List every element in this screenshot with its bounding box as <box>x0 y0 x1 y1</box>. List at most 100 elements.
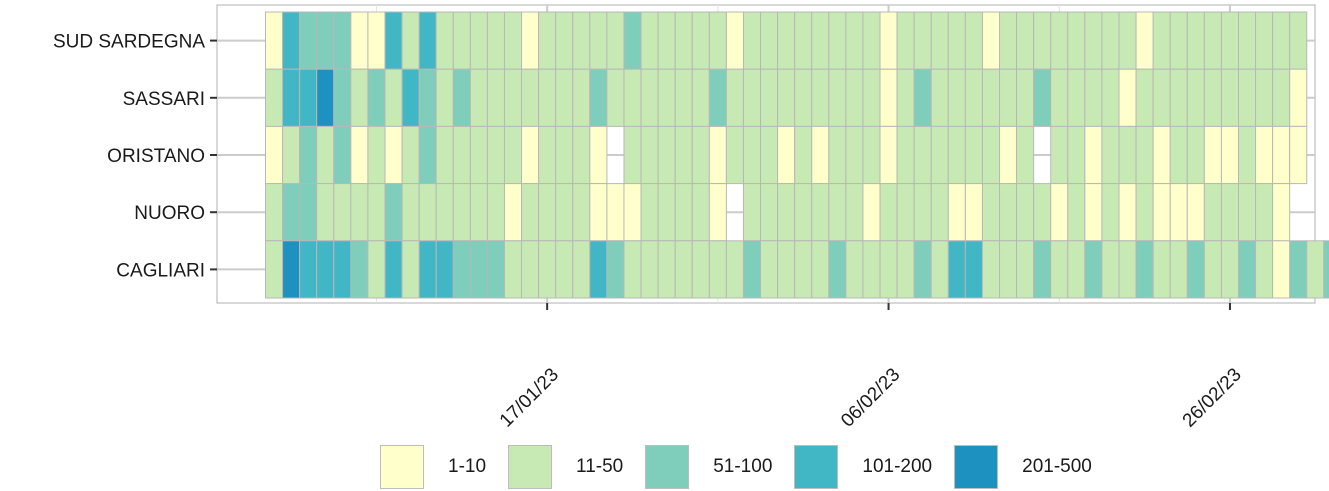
heatmap-cell <box>503 11 523 70</box>
heatmap-cell <box>947 183 966 242</box>
x-axis: 17/01/23 06/02/23 26/02/23 <box>496 303 1246 432</box>
heatmap-cell <box>521 11 540 70</box>
heatmap-cell <box>350 240 369 299</box>
heatmap-cell <box>1237 183 1257 242</box>
heatmap-cell <box>1186 183 1205 242</box>
heatmap-cell <box>1118 125 1137 185</box>
heatmap-cell <box>401 183 420 242</box>
heatmap-cell <box>333 183 352 242</box>
heatmap-cell <box>964 183 983 242</box>
heatmap-cell <box>316 240 335 299</box>
heatmap-cell <box>555 240 574 299</box>
heatmap-cell <box>947 240 966 299</box>
heatmap-cell <box>435 183 454 242</box>
heatmap-cell <box>401 240 420 299</box>
heatmap-cell <box>350 183 369 242</box>
heatmap-cell <box>708 11 727 70</box>
heatmap-cell <box>1203 240 1222 299</box>
heatmap-cell <box>691 183 710 242</box>
heatmap-cell <box>674 125 693 185</box>
heatmap-cell <box>384 68 403 127</box>
heatmap-cell <box>708 183 727 242</box>
heatmap-cell <box>845 240 864 299</box>
heatmap-cell <box>299 183 318 242</box>
heatmap-cell <box>1220 68 1239 127</box>
heatmap-cell <box>486 68 505 127</box>
heatmap-cell <box>708 240 727 299</box>
y-tick-label: ORISTANO <box>107 146 205 167</box>
heatmap-cell <box>367 183 386 242</box>
heatmap-cell <box>896 11 915 70</box>
heatmap-cell <box>1067 125 1086 185</box>
heatmap-cell <box>469 68 488 127</box>
heatmap-cell <box>777 125 796 185</box>
y-tick-label: CAGLIARI <box>116 260 205 281</box>
heatmap-cell <box>879 11 898 70</box>
heatmap-cell <box>845 68 864 127</box>
heatmap-cell <box>299 125 318 185</box>
heatmap-cell <box>1186 68 1205 127</box>
heatmap-cell <box>760 68 779 127</box>
heatmap-cell <box>896 240 915 299</box>
heatmap-cell <box>401 125 420 185</box>
legend-key <box>645 445 690 489</box>
legend-item: 201-500 <box>954 445 1092 489</box>
heatmap-cell <box>794 11 813 70</box>
heatmap-cell <box>828 125 847 185</box>
heatmap-cell <box>1084 183 1103 242</box>
heatmap-cell <box>760 183 779 242</box>
heatmap-cell <box>708 125 727 185</box>
heatmap-cell <box>350 11 369 70</box>
heatmap-cell <box>623 68 642 127</box>
heatmap-cell <box>1067 240 1086 299</box>
heatmap-cell <box>265 68 284 127</box>
heatmap-cell <box>1135 11 1154 70</box>
heatmap-cell <box>265 125 284 185</box>
heatmap-cell <box>930 183 949 242</box>
heatmap-cell <box>879 183 898 242</box>
heatmap-cell <box>367 125 386 185</box>
heatmap-cell <box>538 240 557 299</box>
heatmap-cell <box>265 183 284 242</box>
heatmap-cell <box>999 68 1018 127</box>
heatmap-cell <box>1084 11 1103 70</box>
heatmap-cell <box>879 68 898 127</box>
heatmap-cell <box>316 125 335 185</box>
heatmap-cell <box>452 68 471 127</box>
heatmap-cell <box>521 125 540 185</box>
heatmap-cell <box>862 240 881 299</box>
heatmap-cell <box>1101 240 1120 299</box>
heatmap-cell <box>725 68 744 127</box>
heatmap-cell <box>1272 183 1291 242</box>
heatmap-cell <box>1152 11 1171 70</box>
heatmap-cell <box>999 240 1018 299</box>
heatmap-cell <box>606 11 625 70</box>
legend-label: 1-10 <box>448 456 487 477</box>
heatmap-cell <box>1033 183 1052 242</box>
heatmap-cell <box>640 68 659 127</box>
heatmap-cell <box>657 125 676 185</box>
heatmap-cell <box>418 240 437 299</box>
heatmap-cell <box>981 68 1001 127</box>
heatmap-cell <box>282 68 301 127</box>
heatmap-cell <box>1323 240 1329 299</box>
heatmap-cell <box>845 183 864 242</box>
heatmap-cell <box>555 68 574 127</box>
heatmap-cell <box>418 183 437 242</box>
heatmap-cell <box>401 11 420 70</box>
heatmap-cell <box>947 68 966 127</box>
heatmap-cell <box>1152 240 1171 299</box>
heatmap-cell <box>299 68 318 127</box>
heatmap-cell <box>691 11 710 70</box>
heatmap-cell <box>896 183 915 242</box>
heatmap-cell <box>435 68 454 127</box>
heatmap-cell <box>777 183 796 242</box>
heatmap-cell <box>572 240 591 299</box>
heatmap-cell <box>1169 125 1188 185</box>
heatmap-cell <box>1169 68 1188 127</box>
heatmap-cell <box>1220 11 1239 70</box>
heatmap-cell <box>572 11 591 70</box>
heatmap-cell <box>1050 11 1069 70</box>
heatmap-cell <box>777 240 796 299</box>
heatmap-cell <box>640 125 659 185</box>
